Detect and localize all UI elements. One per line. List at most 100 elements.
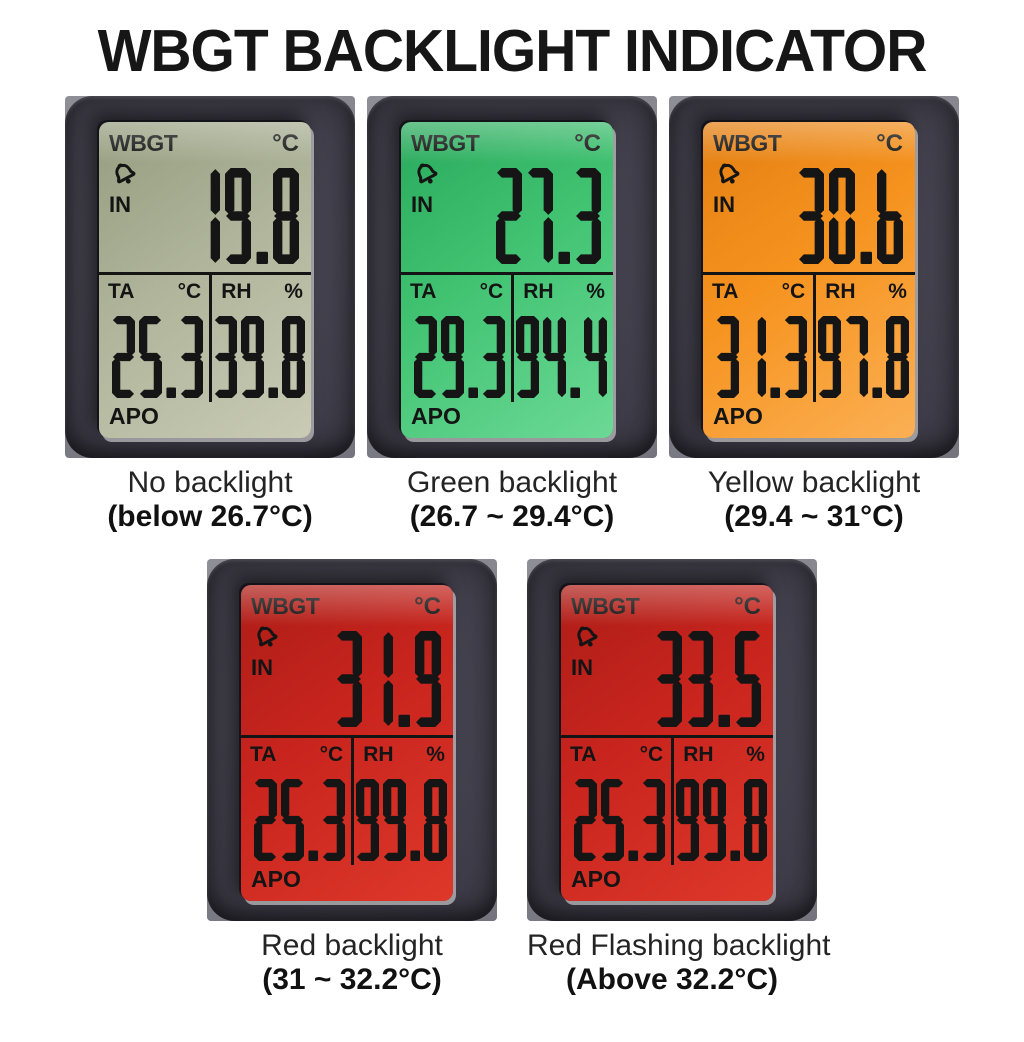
wbgt-reading [496, 168, 601, 264]
percent-unit-label: % [888, 280, 907, 303]
device-tile-4: WBGT °C IN TA °C [527, 559, 831, 996]
ta-reading [99, 316, 209, 398]
lcd-header-row: WBGT °C [241, 585, 453, 621]
ta-unit-label: °C [479, 280, 504, 303]
caption-backlight-name: Green backlight [406, 466, 618, 499]
lcd-screen-3: WBGT °C IN TA °C [241, 585, 453, 902]
lcd-lower-section: TA °C RH % [703, 272, 915, 402]
device-bezel-2: WBGT °C IN TA °C [669, 96, 959, 458]
device-photo-2: WBGT °C IN TA °C [669, 96, 959, 458]
indoor-label: IN [109, 192, 131, 217]
caption-backlight-name: No backlight [127, 466, 293, 499]
device-tile-1: WBGT °C IN TA °C [367, 96, 657, 533]
rh-reading [212, 316, 311, 398]
lcd-lower-section: TA °C RH % [241, 735, 453, 866]
ta-unit-label: °C [177, 280, 202, 303]
device-caption-4: Red Flashing backlight (Above 32.2°C) [527, 929, 831, 996]
humidity-cell: RH % [813, 275, 915, 402]
celsius-unit-label: °C [414, 593, 441, 621]
rh-header: RH % [514, 275, 613, 304]
caption-temperature-range: (Above 32.2°C) [565, 962, 779, 996]
rh-header: RH % [212, 275, 311, 304]
device-bezel-4: WBGT °C IN TA °C [527, 559, 817, 922]
rh-label: RH [221, 280, 252, 303]
celsius-unit-label: °C [574, 130, 601, 157]
indoor-label: IN [713, 192, 735, 217]
alarm-bell-icon [257, 626, 278, 647]
rh-reading [674, 779, 773, 862]
lcd-screen-0: WBGT °C IN TA °C [99, 122, 311, 438]
alarm-bell-icon [719, 163, 740, 184]
ta-header: TA °C [241, 738, 351, 767]
device-tile-2: WBGT °C IN TA °C [669, 96, 959, 533]
lcd-screen-2: WBGT °C IN TA °C [703, 122, 915, 438]
device-bezel-3: WBGT °C IN TA °C [207, 559, 497, 922]
percent-unit-label: % [426, 743, 445, 767]
rh-label: RH [363, 743, 394, 767]
rh-header: RH % [674, 738, 773, 767]
percent-unit-label: % [586, 280, 605, 303]
rh-header: RH % [816, 275, 915, 304]
ta-label: TA [712, 280, 739, 303]
caption-temperature-range: (below 26.7°C) [107, 499, 313, 533]
caption-temperature-range: (29.4 ~ 31°C) [724, 499, 904, 533]
wbgt-mode-label: WBGT [109, 130, 178, 156]
wbgt-mode-label: WBGT [571, 593, 640, 620]
alarm-bell-icon [577, 626, 598, 647]
caption-backlight-name: Red backlight [261, 929, 443, 963]
caption-backlight-name: Red Flashing backlight [527, 929, 831, 963]
indoor-label: IN [411, 192, 433, 217]
wbgt-mode-label: WBGT [251, 593, 320, 620]
apo-label: APO [109, 403, 159, 429]
device-photo-3: WBGT °C IN TA °C [207, 559, 497, 922]
wbgt-mode-label: WBGT [713, 130, 782, 156]
indoor-label: IN [571, 655, 593, 681]
ta-reading [401, 316, 511, 398]
celsius-unit-label: °C [876, 130, 903, 157]
wbgt-reading [336, 631, 441, 728]
humidity-cell: RH % [209, 275, 311, 402]
percent-unit-label: % [284, 280, 303, 303]
alarm-bell-icon [115, 163, 136, 184]
lcd-header-row: WBGT °C [561, 585, 773, 621]
device-bezel-0: WBGT °C IN TA °C [65, 96, 355, 458]
celsius-unit-label: °C [272, 130, 299, 157]
device-caption-1: Green backlight (26.7 ~ 29.4°C) [367, 466, 657, 533]
rh-label: RH [825, 280, 856, 303]
apo-label: APO [411, 403, 461, 429]
ta-header: TA °C [401, 275, 511, 304]
air-temperature-cell: TA °C [99, 275, 209, 402]
wbgt-reading [798, 168, 903, 264]
ta-label: TA [410, 280, 437, 303]
lcd-header-row: WBGT °C [401, 122, 613, 158]
air-temperature-cell: TA °C [703, 275, 813, 402]
ta-label: TA [250, 743, 277, 767]
humidity-cell: RH % [671, 738, 773, 866]
device-caption-2: Yellow backlight (29.4 ~ 31°C) [669, 466, 959, 533]
page-title: WBGT BACKLIGHT INDICATOR [97, 17, 928, 85]
rh-label: RH [683, 743, 714, 767]
apo-label: APO [251, 866, 301, 893]
ta-header: TA °C [703, 275, 813, 304]
ta-unit-label: °C [781, 280, 806, 303]
humidity-cell: RH % [511, 275, 613, 402]
percent-unit-label: % [746, 743, 765, 767]
wbgt-reading [656, 631, 761, 728]
lcd-header-row: WBGT °C [703, 122, 915, 158]
ta-unit-label: °C [319, 743, 344, 767]
rh-reading [514, 316, 613, 398]
ta-reading [241, 779, 351, 862]
alarm-bell-icon [417, 163, 438, 184]
top-row: WBGT °C IN TA °C [0, 96, 1024, 533]
lcd-lower-section: TA °C RH % [561, 735, 773, 866]
apo-label: APO [571, 866, 621, 893]
celsius-unit-label: °C [734, 593, 761, 621]
rh-reading [816, 316, 915, 398]
device-bezel-1: WBGT °C IN TA °C [367, 96, 657, 458]
device-tile-3: WBGT °C IN TA °C [207, 559, 497, 996]
caption-temperature-range: (26.7 ~ 29.4°C) [409, 499, 615, 533]
device-photo-4: WBGT °C IN TA °C [527, 559, 817, 922]
device-photo-1: WBGT °C IN TA °C [367, 96, 657, 458]
ta-label: TA [108, 280, 135, 303]
wbgt-reading [194, 168, 299, 264]
